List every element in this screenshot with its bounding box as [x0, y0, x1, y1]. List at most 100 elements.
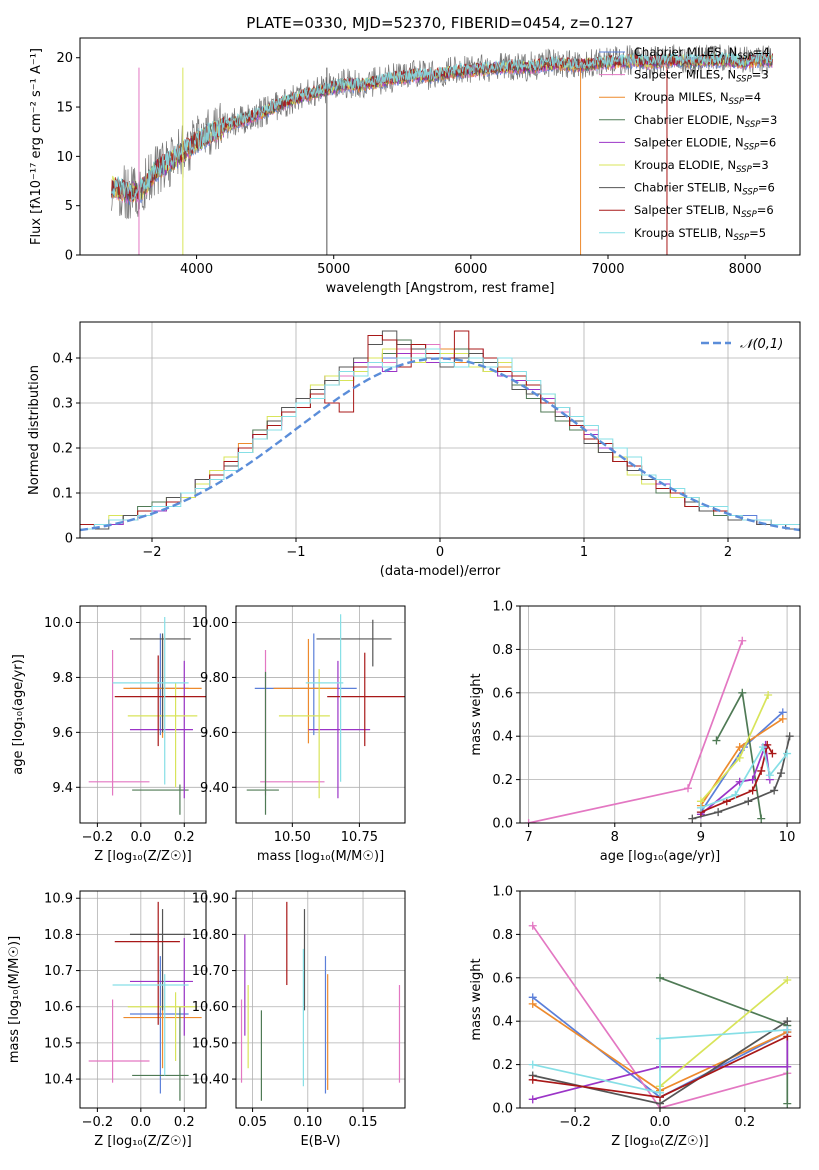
- legend-text: =6: [759, 135, 776, 149]
- data-point: [738, 636, 747, 645]
- errorbar-salpeter-stelib: [114, 655, 206, 747]
- legend-text: =3: [752, 158, 769, 172]
- x-tick-label: −0.2: [559, 1115, 591, 1130]
- data-point: [656, 1034, 664, 1043]
- data-point: [764, 690, 773, 699]
- y-tick-label: 10.5: [44, 1036, 73, 1051]
- errorbar-chabrier-elodie: [246, 671, 279, 815]
- x-tick-label: 10.75: [341, 830, 378, 845]
- y-tick-label: 1.0: [492, 600, 513, 615]
- y-tick-label: 10.9: [44, 892, 73, 907]
- legend-sub: SSP: [736, 75, 752, 85]
- plot-area: [80, 322, 800, 538]
- series-line: [692, 736, 791, 820]
- errorbar-salpeter-stelib: [114, 901, 180, 1025]
- data-point: [783, 749, 792, 758]
- y-tick-label: 9.60: [200, 726, 229, 741]
- legend-text: Salpeter ELODIE, N: [634, 135, 744, 149]
- weight-series-kroupa-stelib: [696, 743, 792, 812]
- x-axis-label: (data-model)/error: [380, 564, 501, 579]
- x-tick-label: 0: [436, 545, 444, 560]
- x-tick-label: −0.2: [82, 830, 114, 845]
- plot-area: [80, 606, 206, 823]
- x-tick-label: 2: [724, 545, 732, 560]
- data-point: [744, 797, 753, 806]
- series-line: [532, 925, 788, 1108]
- data-point: [785, 732, 794, 741]
- legend-text: =5: [749, 226, 766, 240]
- axes-frame: [235, 890, 406, 1109]
- x-axis-label: Z [log₁₀(Z/Z☉)]: [94, 849, 191, 864]
- data-point: [783, 1025, 792, 1034]
- x-tick-label: 0.0: [130, 830, 151, 845]
- errorbar-salpeter-miles: [88, 999, 150, 1083]
- y-tick-label: 10.90: [192, 892, 229, 907]
- data-point: [731, 790, 740, 799]
- data-point: [712, 736, 721, 745]
- legend-text: Kroupa ELODIE, N: [634, 158, 736, 172]
- x-tick-label: 6000: [454, 262, 487, 277]
- errorbar-chabrier-miles: [254, 633, 357, 736]
- x-axis-label: Z [log₁₀(Z/Z☉)]: [94, 1134, 191, 1149]
- x-tick-label: 10: [779, 830, 796, 845]
- y-tick-label: 0.4: [492, 1015, 513, 1030]
- axes-frame: [79, 37, 801, 256]
- errorbar-salpeter-elodie: [129, 660, 193, 799]
- y-tick-label: 0.1: [52, 487, 73, 502]
- errorbar-kroupa-stelib: [112, 974, 189, 1076]
- y-tick-label: 0.0: [492, 1102, 513, 1117]
- data-point: [696, 803, 705, 812]
- plot-area: [80, 891, 206, 1108]
- data-point: [735, 743, 744, 752]
- axes-frame: [519, 605, 801, 824]
- y-tick-label: 10.0: [44, 616, 73, 631]
- x-tick-label: 7000: [591, 262, 624, 277]
- x-tick-label: 7: [524, 830, 532, 845]
- x-tick-label: −1: [286, 545, 305, 560]
- x-tick-label: 0.0: [650, 1115, 671, 1130]
- plot-area: [236, 606, 405, 823]
- legend-entry: Chabrier ELODIE, NSSP=3: [634, 113, 777, 130]
- legend-text: =4: [744, 90, 761, 104]
- y-axis-label: mass weight: [469, 673, 484, 755]
- data-point: [783, 975, 792, 984]
- legend-entry: Kroupa MILES, NSSP=4: [634, 90, 761, 107]
- series-line: [528, 640, 744, 823]
- y-tick-label: 0.2: [492, 773, 513, 788]
- x-axis-label: age [log₁₀(age/yr)]: [600, 849, 721, 864]
- data-point: [777, 769, 786, 778]
- data-point: [528, 999, 537, 1008]
- data-point: [783, 1062, 792, 1071]
- legend-text: =3: [752, 68, 769, 82]
- weight-series-salpeter-miles: [524, 636, 747, 823]
- errorbar-kroupa-stelib: [112, 616, 189, 785]
- axes-frame: [519, 890, 801, 1109]
- data-point: [684, 784, 692, 793]
- y-tick-label: 9.80: [200, 671, 229, 686]
- y-tick-label: 9.4: [52, 781, 73, 796]
- y-tick-label: 5: [65, 199, 73, 214]
- x-axis-label: wavelength [Angstrom, rest frame]: [326, 281, 555, 296]
- data-point: [714, 808, 723, 817]
- y-tick-label: 0.6: [492, 971, 513, 986]
- series-line: [700, 742, 774, 813]
- data-point: [757, 766, 766, 775]
- legend-sub: SSP: [745, 120, 761, 130]
- y-tick-label: 0.4: [492, 730, 513, 745]
- legend-entry: Salpeter STELIB, NSSP=6: [634, 203, 774, 220]
- y-axis-label: mass weight: [469, 958, 484, 1040]
- legend-text: Kroupa MILES, N: [634, 90, 729, 104]
- legend-entry: Chabrier STELIB, NSSP=6: [634, 181, 775, 198]
- panel-age-vs-Z: −0.2 0.0 0.2 9.4 9.6 9.8 10.0 Z [log₁₀(Z/Z☉)] ag…: [11, 605, 207, 864]
- legend-entry: Salpeter MILES, NSSP=3: [634, 68, 769, 85]
- x-tick-label: 0.15: [349, 1115, 378, 1130]
- panel-spectrum: 4000 5000 6000 7000 8000 0 5 10 15 20 wavelength […: [29, 37, 801, 296]
- y-tick-label: 0.0: [492, 817, 513, 832]
- data-point: [763, 740, 772, 749]
- x-tick-label: 0.0: [130, 1115, 151, 1130]
- y-tick-label: 10.60: [192, 1000, 229, 1015]
- data-point: [748, 775, 757, 784]
- data-point: [768, 749, 777, 758]
